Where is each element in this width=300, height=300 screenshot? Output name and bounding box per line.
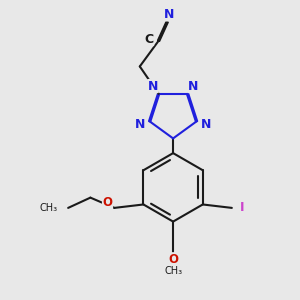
Text: CH₃: CH₃ [40,203,58,213]
Text: O: O [168,253,178,266]
Text: N: N [164,8,174,21]
Text: N: N [188,80,198,93]
Text: N: N [135,118,146,131]
Text: CH₃: CH₃ [164,266,182,276]
Text: N: N [200,118,211,131]
Text: N: N [148,80,158,93]
Text: I: I [240,201,244,214]
Text: O: O [103,196,112,209]
Text: C: C [145,32,154,46]
